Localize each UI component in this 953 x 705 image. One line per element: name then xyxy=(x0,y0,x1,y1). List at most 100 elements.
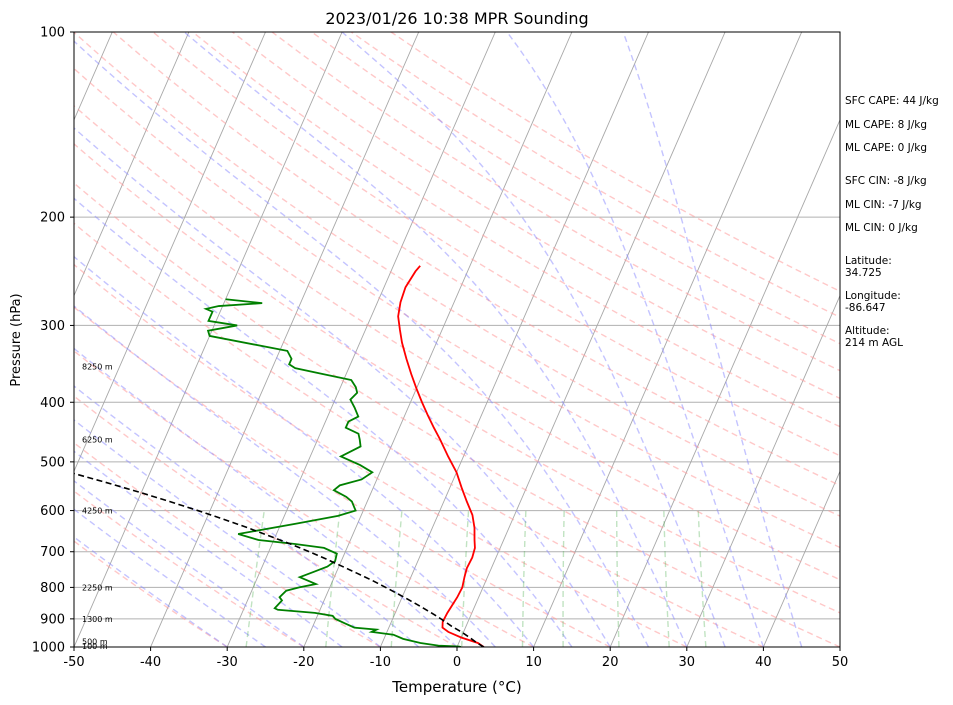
moist-adiabat xyxy=(506,32,765,647)
height-label: 1300 m xyxy=(82,615,113,624)
dry-adiabat xyxy=(74,350,534,647)
mixing-ratio-line xyxy=(245,510,265,647)
moist-adiabat xyxy=(341,32,726,647)
y-tick-label: 400 xyxy=(40,396,65,411)
moist-adiabat xyxy=(74,385,420,647)
x-tick-label: -10 xyxy=(370,655,391,670)
isotherm-line xyxy=(379,32,649,647)
isotherm-line xyxy=(456,32,726,647)
moist-adiabat xyxy=(74,197,573,647)
y-tick-label: 600 xyxy=(40,504,65,519)
y-tick-label: 1000 xyxy=(32,641,65,656)
moist-adiabat xyxy=(74,480,305,647)
moist-adiabat xyxy=(74,40,650,647)
mixing-ratio-line xyxy=(521,510,527,647)
x-tick-label: -40 xyxy=(140,655,161,670)
moist-adiabat xyxy=(622,32,803,647)
moist-adiabat xyxy=(74,419,381,647)
mixing-ratio-line xyxy=(325,510,341,647)
x-tick-label: 10 xyxy=(525,655,542,670)
moist-adiabat xyxy=(74,450,343,647)
dry-adiabat xyxy=(74,441,381,647)
annotation-text: 34.725 xyxy=(845,267,882,279)
annotation-text: SFC CAPE: 44 J/kg xyxy=(845,95,939,107)
y-tick-label: 100 xyxy=(40,26,65,41)
moist-adiabat xyxy=(183,32,688,647)
moist-adiabat xyxy=(74,508,266,647)
height-label: 500 m xyxy=(82,638,108,647)
chart-title: 2023/01/26 10:38 MPR Sounding xyxy=(325,9,588,28)
annotation-text: -86.647 xyxy=(845,302,886,314)
annotation-text: 214 m AGL xyxy=(845,337,903,349)
dry-adiabat xyxy=(74,182,840,647)
dry-adiabat xyxy=(74,104,840,581)
y-tick-label: 800 xyxy=(40,581,65,596)
moist-adiabat xyxy=(74,127,611,647)
x-tick-label: 20 xyxy=(602,655,619,670)
dry-adiabat xyxy=(74,306,611,647)
y-tick-label: 900 xyxy=(40,612,65,627)
dry-adiabat xyxy=(74,263,688,647)
temperature-trace xyxy=(397,265,485,647)
height-label: 2250 m xyxy=(82,583,113,592)
x-tick-label: 30 xyxy=(679,655,696,670)
moist-adiabat xyxy=(74,347,458,647)
mixing-ratio-line xyxy=(697,510,707,647)
parcel-trace xyxy=(74,472,485,647)
height-label: 4250 m xyxy=(82,507,113,516)
annotation-text: ML CAPE: 0 J/kg xyxy=(845,142,927,154)
sounding-traces xyxy=(74,265,485,647)
moist-adiabat xyxy=(74,255,535,647)
isotherm-line xyxy=(762,470,840,647)
x-tick-label: 40 xyxy=(755,655,772,670)
annotation-text: Latitude: xyxy=(845,255,892,267)
annotation-text: ML CIN: -7 J/kg xyxy=(845,199,922,211)
isotherm-line xyxy=(74,32,266,473)
isotherm-line xyxy=(533,32,803,647)
stats-annotations: SFC CAPE: 44 J/kg ML CAPE: 8 J/kg ML CAPE:… xyxy=(845,95,939,349)
isotherm-line xyxy=(226,32,496,647)
x-tick-label: 0 xyxy=(453,655,461,670)
y-tick-label: 500 xyxy=(40,455,65,470)
annotation-text: Longitude: xyxy=(845,290,901,302)
isotherm-line xyxy=(150,32,420,647)
x-axis-title: Temperature (°C) xyxy=(391,678,521,696)
dry-adiabat xyxy=(74,67,840,549)
dry-adiabat xyxy=(74,540,228,647)
dewpoint-trace xyxy=(203,298,462,647)
dry-adiabat xyxy=(74,143,840,614)
mixing-ratio-line xyxy=(390,510,403,647)
x-tick-label: 50 xyxy=(832,655,849,670)
annotation-text: SFC CIN: -8 J/kg xyxy=(845,175,927,187)
annotation-text: Altitude: xyxy=(845,325,890,337)
isotherm-line xyxy=(686,294,840,647)
y-tick-label: 200 xyxy=(40,211,65,226)
isotherm-line xyxy=(609,118,840,647)
dry-adiabat xyxy=(74,32,840,517)
y-tick-label: 700 xyxy=(40,545,65,560)
isotherm-line xyxy=(74,32,343,647)
plot-frame xyxy=(73,31,841,648)
x-tick-label: -20 xyxy=(293,655,314,670)
reference-lines xyxy=(74,32,840,647)
moist-adiabat xyxy=(74,536,228,647)
dry-adiabat xyxy=(74,490,305,647)
x-tick-label: -50 xyxy=(63,655,84,670)
dry-adiabat xyxy=(74,395,458,647)
x-tick-label: -30 xyxy=(217,655,238,670)
isotherm-line xyxy=(74,32,190,297)
axis-ticks: -50 -40 -30 -20 -10 0 10 20 30 40 50 1000 900 800 700 6… xyxy=(32,26,848,671)
mixing-ratio-line xyxy=(615,510,620,647)
height-label: 6250 m xyxy=(82,436,113,445)
dry-adiabat xyxy=(311,32,840,345)
dry-adiabat xyxy=(152,32,840,457)
height-label: 8250 m xyxy=(82,363,113,372)
annotation-text: ML CIN: 0 J/kg xyxy=(845,222,918,234)
dry-adiabat xyxy=(192,32,840,428)
y-tick-label: 300 xyxy=(40,319,65,334)
dry-adiabat xyxy=(112,32,840,487)
annotation-text: ML CAPE: 8 J/kg xyxy=(845,119,927,131)
isotherm-line xyxy=(303,32,573,647)
